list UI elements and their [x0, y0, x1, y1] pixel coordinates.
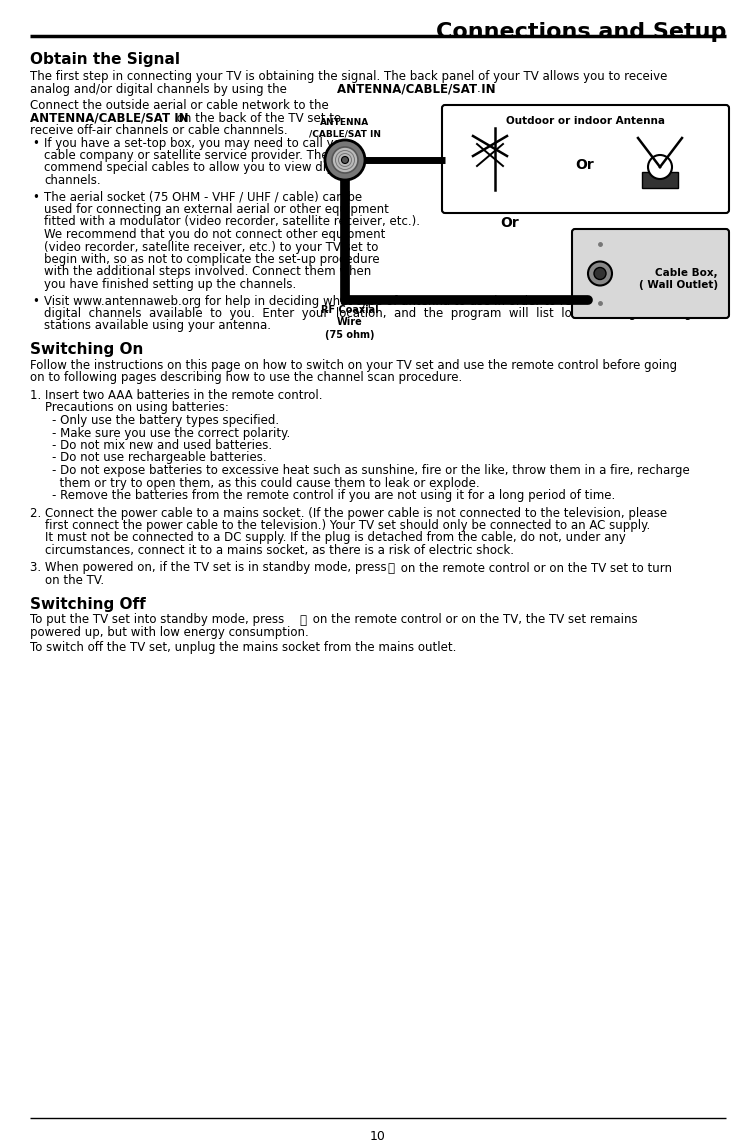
Text: commend special cables to allow you to view digital: commend special cables to allow you to v…	[44, 161, 352, 175]
Text: If you have a set-top box, you may need to call your: If you have a set-top box, you may need …	[44, 136, 353, 150]
Text: ( Wall Outlet): ( Wall Outlet)	[639, 280, 718, 289]
Text: •: •	[32, 295, 39, 307]
Bar	[642, 171, 678, 187]
Text: - Only use the battery types specified.: - Only use the battery types specified.	[52, 414, 279, 427]
Text: - Make sure you use the correct polarity.: - Make sure you use the correct polarity…	[52, 426, 290, 440]
Text: Or: Or	[575, 158, 594, 171]
Text: first connect the power cable to the television.) Your TV set should only be con: first connect the power cable to the tel…	[45, 519, 650, 531]
Text: ANTENNA
/CABLE/SAT IN: ANTENNA /CABLE/SAT IN	[309, 118, 381, 138]
Text: •: •	[32, 191, 39, 203]
Text: - Do not expose batteries to excessive heat such as sunshine, fire or the like, : - Do not expose batteries to excessive h…	[52, 464, 689, 477]
Text: Follow the instructions on this page on how to switch on your TV set and use the: Follow the instructions on this page on …	[30, 359, 677, 371]
Text: Switching On: Switching On	[30, 342, 144, 357]
Text: begin with, so as not to complicate the set-up procedure: begin with, so as not to complicate the …	[44, 253, 380, 266]
Text: •: •	[32, 136, 39, 150]
Text: fitted with a modulator (video recorder, satellite receiver, etc.).: fitted with a modulator (video recorder,…	[44, 216, 420, 229]
Text: cable company or satellite service provider. They may: cable company or satellite service provi…	[44, 149, 365, 162]
Text: Connections and Setup: Connections and Setup	[435, 22, 726, 42]
Circle shape	[648, 155, 672, 179]
Text: powered up, but with low energy consumption.: powered up, but with low energy consumpt…	[30, 626, 308, 639]
Text: with the additional steps involved. Connect them when: with the additional steps involved. Conn…	[44, 265, 371, 279]
Text: 2. Connect the power cable to a mains socket. (If the power cable is not connect: 2. Connect the power cable to a mains so…	[30, 506, 667, 520]
Text: analog and/or digital channels by using the: analog and/or digital channels by using …	[30, 82, 290, 96]
Text: We recommend that you do not connect other equipment: We recommend that you do not connect oth…	[44, 227, 386, 241]
Text: Obtain the Signal: Obtain the Signal	[30, 51, 180, 67]
Circle shape	[332, 147, 358, 173]
Text: on to following pages describing how to use the channel scan procedure.: on to following pages describing how to …	[30, 371, 462, 384]
Text: you have finished setting up the channels.: you have finished setting up the channel…	[44, 278, 296, 291]
Text: Switching Off: Switching Off	[30, 597, 146, 612]
Text: Visit www.antennaweb.org for help in deciding what type of antenna to use in ord: Visit www.antennaweb.org for help in dec…	[44, 295, 658, 307]
Text: To put the TV set into standby mode, press: To put the TV set into standby mode, pre…	[30, 614, 288, 626]
Text: Connect the outside aerial or cable network to the: Connect the outside aerial or cable netw…	[30, 99, 329, 112]
Circle shape	[594, 267, 606, 280]
Text: stations available using your antenna.: stations available using your antenna.	[44, 320, 271, 333]
Text: The aerial socket (75 OHM - VHF / UHF / cable) can be: The aerial socket (75 OHM - VHF / UHF / …	[44, 191, 362, 203]
Text: (video recorder, satellite receiver, etc.) to your TV set to: (video recorder, satellite receiver, etc…	[44, 240, 378, 254]
FancyBboxPatch shape	[572, 229, 729, 318]
Text: Outdoor or indoor Antenna: Outdoor or indoor Antenna	[506, 115, 665, 126]
Text: Cable Box,: Cable Box,	[655, 267, 718, 278]
Text: on the remote control or on the TV set to turn: on the remote control or on the TV set t…	[397, 561, 672, 575]
Circle shape	[342, 157, 349, 163]
Text: digital  channels  available  to  you.  Enter  your  location,  and  the  progra: digital channels available to you. Enter…	[44, 307, 711, 320]
Text: .: .	[477, 82, 481, 96]
Text: them or try to open them, as this could cause them to leak or explode.: them or try to open them, as this could …	[52, 477, 479, 489]
Text: channels.: channels.	[44, 174, 101, 187]
Text: - Do not use rechargeable batteries.: - Do not use rechargeable batteries.	[52, 451, 267, 464]
Text: receive off-air channels or cable channnels.: receive off-air channels or cable channn…	[30, 123, 287, 137]
Text: Precautions on using batteries:: Precautions on using batteries:	[45, 401, 229, 415]
Text: To switch off the TV set, unplug the mains socket from the mains outlet.: To switch off the TV set, unplug the mai…	[30, 641, 457, 655]
Text: ⏻: ⏻	[387, 561, 394, 575]
Text: - Remove the batteries from the remote control if you are not using it for a lon: - Remove the batteries from the remote c…	[52, 489, 615, 502]
Text: It must not be connected to a DC supply. If the plug is detached from the cable,: It must not be connected to a DC supply.…	[45, 531, 626, 544]
Text: circumstances, connect it to a mains socket, as there is a risk of electric shoc: circumstances, connect it to a mains soc…	[45, 544, 514, 557]
Circle shape	[588, 262, 612, 286]
Text: used for connecting an external aerial or other equipment: used for connecting an external aerial o…	[44, 203, 389, 216]
Text: - Do not mix new and used batteries.: - Do not mix new and used batteries.	[52, 439, 272, 451]
Text: 1. Insert two AAA batteries in the remote control.: 1. Insert two AAA batteries in the remot…	[30, 389, 323, 402]
Text: RF Coaxial
Wire
(75 ohm): RF Coaxial Wire (75 ohm)	[321, 305, 379, 339]
Text: ANTENNA/CABLE/SAT IN: ANTENNA/CABLE/SAT IN	[30, 112, 189, 125]
Circle shape	[325, 139, 365, 179]
Text: on the TV.: on the TV.	[45, 574, 104, 588]
Text: ⏻: ⏻	[299, 614, 306, 626]
Text: Or: Or	[500, 216, 519, 230]
Text: 3. When powered on, if the TV set is in standby mode, press: 3. When powered on, if the TV set is in …	[30, 561, 390, 575]
Text: ANTENNA/CABLE/SAT IN: ANTENNA/CABLE/SAT IN	[337, 82, 496, 96]
Text: 10: 10	[370, 1130, 386, 1143]
Text: on the back of the TV set to: on the back of the TV set to	[173, 112, 341, 125]
Text: The first step in connecting your TV is obtaining the signal. The back panel of : The first step in connecting your TV is …	[30, 70, 668, 83]
Text: on the remote control or on the TV, the TV set remains: on the remote control or on the TV, the …	[309, 614, 637, 626]
FancyBboxPatch shape	[442, 105, 729, 213]
